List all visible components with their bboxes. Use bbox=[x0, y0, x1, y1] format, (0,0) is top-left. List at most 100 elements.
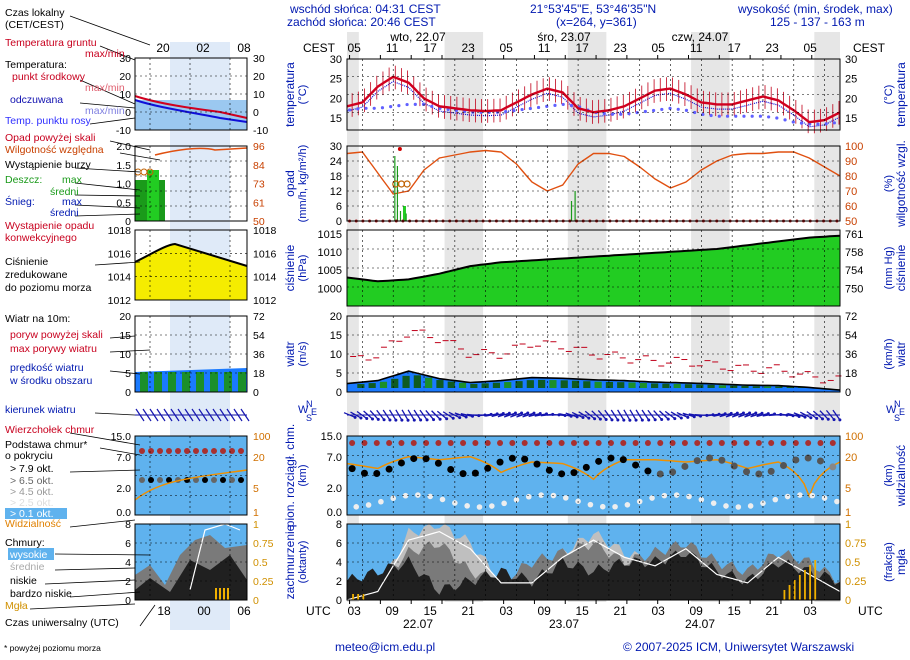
compass-n: N bbox=[306, 399, 313, 409]
dew-point-dot bbox=[643, 109, 647, 114]
top-hour: 05 bbox=[499, 41, 513, 55]
cloudbase-tick: 15.0 bbox=[321, 431, 342, 443]
cloud-base-low-dot bbox=[834, 498, 840, 505]
wind-arrow-head bbox=[640, 418, 644, 422]
dew-point-dot bbox=[799, 121, 804, 125]
dew-point-dot bbox=[397, 104, 401, 108]
temp-tick: 15 bbox=[330, 113, 342, 125]
cloud-base-low-dot bbox=[772, 496, 779, 503]
wind-tick: 15 bbox=[330, 330, 342, 342]
cloud-top-dot bbox=[534, 440, 541, 446]
mini-wind-block bbox=[224, 372, 232, 392]
wind-arrow-head bbox=[610, 418, 614, 422]
mini-tick-right: 10 bbox=[253, 89, 265, 101]
cloud-top-dot bbox=[706, 440, 713, 446]
rain-bar bbox=[396, 166, 399, 221]
mini-tick: 8 bbox=[125, 519, 131, 531]
mini-tick: 0 bbox=[125, 595, 131, 607]
dew-point-dot bbox=[725, 114, 730, 118]
cloud-top-dot bbox=[423, 440, 430, 446]
wind-speed-block bbox=[684, 384, 693, 388]
visibility-tick: 1 bbox=[845, 507, 851, 519]
temp-tick-right: 15 bbox=[845, 113, 857, 125]
wind-speed-block bbox=[752, 386, 760, 388]
legend-pointer bbox=[109, 370, 141, 375]
wind-arrow-head bbox=[666, 417, 670, 421]
mini-tick: 0 bbox=[125, 107, 131, 119]
cloud-base-dot bbox=[385, 465, 393, 473]
bottom-hour: 03 bbox=[499, 604, 513, 618]
top-hour: 17 bbox=[575, 41, 589, 55]
wind-arrow bbox=[528, 412, 541, 418]
left-legend bbox=[5, 15, 161, 627]
cloud-top-dot bbox=[373, 440, 380, 446]
wind-arrow-head bbox=[507, 411, 511, 415]
cloudcover-tick: 0 bbox=[336, 595, 342, 607]
pressure-tick-right: 754 bbox=[845, 265, 863, 277]
wind-arrow bbox=[491, 412, 504, 418]
wind-arrow bbox=[781, 413, 794, 417]
wind-arrow bbox=[395, 409, 403, 421]
axis-title-right-unit: (km/h) bbox=[883, 338, 895, 369]
visibility-tick: 20 bbox=[845, 452, 857, 464]
legend-pointer bbox=[69, 519, 136, 528]
mini-wind-arrow bbox=[184, 408, 194, 422]
day-label-top: śro, 23.07 bbox=[537, 30, 591, 44]
axis-title-left-unit: (m/s) bbox=[297, 341, 309, 366]
legend-pointer bbox=[79, 79, 136, 105]
mini-tick: 2.0 bbox=[116, 483, 131, 495]
legend-pointer bbox=[109, 335, 136, 339]
top-hour: 23 bbox=[613, 41, 627, 55]
fog-bar bbox=[362, 594, 365, 600]
mini-tick-right: 1016 bbox=[253, 248, 277, 260]
cloud-base-dot bbox=[681, 462, 689, 470]
wind-speed-block bbox=[763, 386, 772, 388]
cloud-base-dot bbox=[644, 467, 652, 475]
wind-arrow bbox=[713, 413, 726, 417]
wind-speed-block bbox=[402, 375, 410, 388]
visibility-tick: 5 bbox=[845, 483, 851, 495]
mini-fog-bar bbox=[215, 588, 217, 600]
axis-title-right: wilgotność wzgl. bbox=[894, 140, 908, 228]
wind-speed-block bbox=[470, 383, 478, 388]
mini-tick-right: 50 bbox=[253, 216, 265, 228]
fog-bar bbox=[804, 570, 806, 600]
wind-arrow bbox=[431, 410, 441, 420]
dew-point-dot bbox=[561, 102, 565, 107]
bottom-hour: 15 bbox=[423, 604, 437, 618]
wind-arrow-head bbox=[815, 416, 819, 420]
legend-text: poryw powyżej skali bbox=[10, 329, 103, 341]
mini-cloud-base-dot bbox=[220, 477, 226, 483]
mini-felt-line bbox=[134, 99, 248, 123]
wind-arrow-head bbox=[628, 418, 632, 422]
compass-s: S bbox=[894, 413, 900, 423]
mini-tick: 1014 bbox=[108, 272, 132, 284]
cloudcover-tick: 6 bbox=[336, 538, 342, 550]
legend-text: bardzo niskie bbox=[10, 588, 72, 600]
wind-arrow bbox=[591, 410, 601, 420]
cloud-base-dot bbox=[459, 470, 467, 478]
wind-arrow bbox=[597, 410, 607, 420]
cloud-base-dot bbox=[508, 454, 516, 462]
legend-text: niskie bbox=[10, 575, 37, 587]
top-hour: 11 bbox=[538, 41, 551, 55]
wind-speed-block bbox=[481, 383, 489, 388]
legend-pointer bbox=[109, 349, 151, 353]
wind-arrow-head bbox=[754, 411, 758, 415]
cloud-base-dot bbox=[804, 454, 812, 462]
wind-speed-block bbox=[628, 382, 636, 388]
cloud-base-low-dot bbox=[587, 501, 594, 508]
mini-tick: 0.0 bbox=[116, 507, 131, 519]
dew-point-dot bbox=[389, 105, 393, 109]
legend-text: konwekcyjnego bbox=[5, 232, 77, 244]
mini-tick-right: 96 bbox=[253, 141, 265, 153]
cloud-base-dot bbox=[533, 460, 541, 468]
fog-bar bbox=[352, 594, 354, 600]
high-cloud-line bbox=[346, 530, 841, 601]
cloud-top-dot bbox=[349, 440, 356, 446]
compass-s: S bbox=[306, 413, 312, 423]
cloud-base-dot bbox=[360, 469, 368, 477]
wind-arrow-head bbox=[679, 416, 683, 420]
cloudbase-tick: 0.0 bbox=[327, 507, 342, 519]
pressure-frame bbox=[346, 229, 841, 307]
